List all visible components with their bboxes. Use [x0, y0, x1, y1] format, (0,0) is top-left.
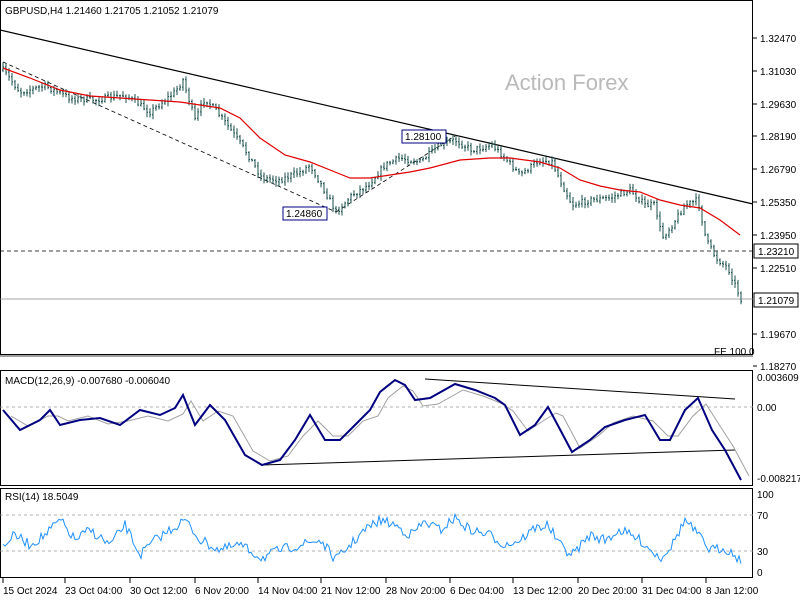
time-tick-label: 13 Dec 12:00: [513, 586, 573, 597]
price-tick-label: 1.26790: [760, 165, 797, 176]
watermark: Action Forex: [505, 70, 629, 95]
current-price-badge: 1.21079: [753, 292, 799, 308]
rsi-tick-30: 30: [757, 547, 769, 558]
price-tick-label: 1.18270: [760, 362, 797, 373]
swing-high-label-text: 1.28100: [405, 132, 442, 143]
price-tick-label: 1.23950: [760, 231, 797, 242]
rsi-tick-0: 0: [757, 568, 763, 579]
swing-high-label: 1.28100: [401, 129, 447, 144]
moving-average-line: [2, 67, 741, 236]
rsi-panel-frame: [0, 488, 753, 578]
time-tick-label: 21 Nov 12:00: [321, 586, 381, 597]
fe-label: FE 100.0: [714, 347, 755, 358]
time-tick-label: 20 Dec 20:00: [578, 586, 638, 597]
price-tick-label: 1.29630: [760, 100, 797, 111]
price-tick-label: 1.32470: [760, 34, 797, 45]
time-tick-label: 6 Nov 20:00: [195, 586, 249, 597]
level-badge: 1.23210: [753, 243, 799, 259]
macd-panel-frame: [0, 370, 753, 486]
time-tick-label: 31 Dec 04:00: [642, 586, 702, 597]
swing-guide-line-down: [2, 61, 337, 213]
macd-tick-zero: 0.00: [757, 403, 777, 414]
price-tick-label: 1.28190: [760, 132, 797, 143]
rsi-line: [2, 512, 742, 564]
macd-upper-trendline: [424, 378, 736, 400]
price-axis: 1.32470 1.31030 1.29630 1.28190 1.26790 1.253…: [753, 34, 797, 373]
time-tick-label: 15 Oct 2024: [3, 586, 58, 597]
current-price-badge-text: 1.21079: [758, 296, 795, 307]
time-tick-label: 6 Dec 04:00: [450, 586, 504, 597]
main-panel-title: GBPUSD,H4 1.21460 1.21705 1.21052 1.2107…: [5, 6, 219, 17]
time-tick-label: 14 Nov 04:00: [258, 586, 318, 597]
price-tick-label: 1.19670: [760, 330, 797, 341]
price-tick-label: 1.22510: [760, 264, 797, 275]
time-tick-label: 23 Oct 04:00: [65, 586, 123, 597]
rsi-tick-70: 70: [757, 511, 769, 522]
macd-lower-trendline: [261, 449, 736, 466]
resistance-trendline: [0, 29, 754, 205]
time-tick-label: 28 Nov 20:00: [386, 586, 446, 597]
macd-main-line: [2, 378, 742, 481]
price-tick-label: 1.31030: [760, 67, 797, 78]
time-tick-label: 30 Oct 12:00: [130, 586, 188, 597]
macd-signal-line: [10, 385, 750, 477]
time-axis: 15 Oct 2024 23 Oct 04:00 30 Oct 12:00 6 Nov…: [2, 578, 759, 597]
level-badge-text: 1.23210: [758, 247, 795, 258]
rsi-panel-title: RSI(14) 18.5049: [5, 492, 79, 503]
macd-panel-title: MACD(12,26,9) -0.007680 -0.006040: [5, 376, 171, 387]
price-tick-label: 1.25350: [760, 198, 797, 209]
macd-tick-bottom: -0.008217: [757, 474, 800, 485]
swing-low-label: 1.24860: [282, 206, 328, 221]
rsi-tick-100: 100: [757, 490, 774, 501]
macd-tick-top: 0.003609: [757, 373, 799, 384]
time-tick-label: 8 Jan 12:00: [706, 586, 759, 597]
swing-low-label-text: 1.24860: [286, 209, 323, 220]
